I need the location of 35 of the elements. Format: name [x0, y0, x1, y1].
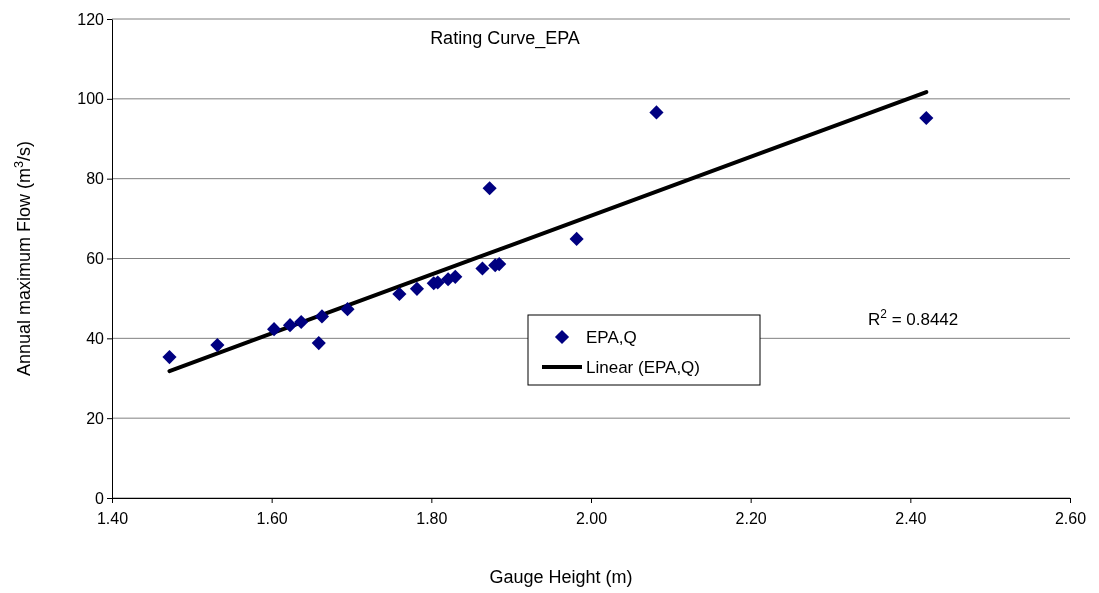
x-tick-label: 2.20: [735, 509, 767, 527]
point: [475, 261, 490, 276]
x-tick-label: 1.80: [416, 509, 448, 527]
y-tick-label: 0: [95, 489, 105, 507]
x-tick-label: 2.00: [575, 509, 608, 527]
legend-label: Linear (EPA,Q): [586, 358, 701, 377]
point: [482, 181, 497, 196]
point: [340, 302, 355, 317]
x-tick-label: 2.60: [1054, 509, 1087, 527]
y-tick-label: 60: [86, 250, 105, 268]
point: [448, 269, 463, 284]
point: [392, 286, 407, 302]
x-tick-label: 1.60: [256, 509, 288, 527]
point: [919, 110, 934, 126]
legend-label: EPA,Q: [586, 328, 637, 347]
text: Rating Curve_EPA: [430, 28, 580, 49]
point: [649, 105, 664, 120]
y-tick-label: 20: [86, 409, 105, 427]
y-tick-label: 120: [77, 10, 105, 28]
x-axis-title: Gauge Height (m): [489, 567, 633, 587]
y-tick-label: 40: [86, 329, 105, 347]
point: [314, 309, 330, 324]
y-tick-label: 80: [86, 170, 105, 188]
point: [162, 350, 177, 365]
point: [210, 338, 225, 353]
x-tick-label: 2.40: [895, 509, 927, 527]
point: [282, 318, 298, 333]
point: [311, 336, 326, 351]
point: [409, 281, 425, 296]
x-tick-label: 1.40: [96, 509, 129, 527]
point: [294, 314, 309, 330]
y-tick-label: 100: [77, 90, 105, 108]
annotation: R$^{2}$ = 0.8442: [868, 307, 959, 329]
point: [569, 231, 584, 247]
point: [266, 322, 282, 337]
